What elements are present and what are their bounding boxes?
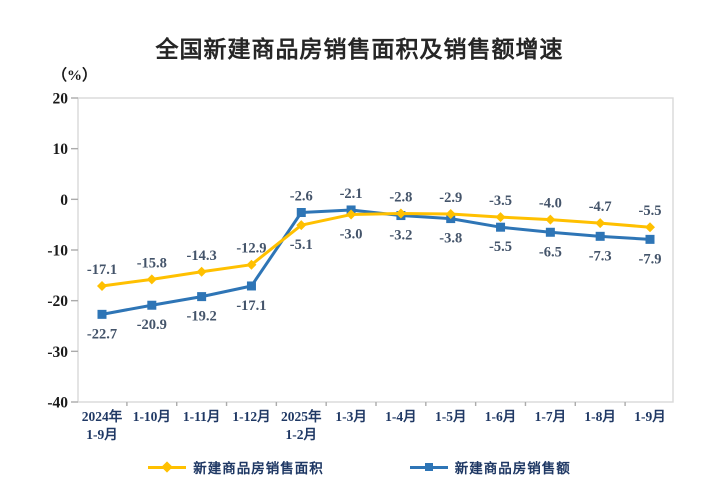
chart-title: 全国新建商品房销售面积及销售额增速 [155, 36, 564, 62]
series-line-sales-value [101, 208, 651, 316]
x-axis-category-label: 2025年 1-2月 [281, 408, 322, 442]
square-marker-icon [595, 231, 605, 241]
diamond-marker-icon [146, 274, 157, 285]
x-axis-category-label: 1-10月 [133, 409, 171, 424]
data-point-label: -14.3 [187, 248, 217, 264]
data-point-label: -4.0 [539, 196, 562, 212]
data-point-label: -2.1 [340, 186, 363, 202]
data-point-label: -5.5 [639, 203, 662, 219]
x-axis-category-label: 1-8月 [584, 409, 616, 424]
data-point-label: -4.7 [589, 199, 612, 215]
diamond-marker-icon [545, 214, 556, 225]
square-marker-icon [424, 463, 433, 471]
x-axis-category-label: 1-3月 [335, 409, 367, 424]
x-axis-category-label: 1-7月 [535, 409, 567, 424]
x-axis-category-label: 1-6月 [485, 409, 517, 424]
x-axis-category-label: 1-5月 [435, 409, 467, 424]
data-point-label: -22.7 [87, 326, 117, 342]
square-marker-icon [97, 309, 107, 319]
diamond-marker-icon [445, 209, 456, 220]
data-point-label: -5.1 [290, 237, 313, 253]
data-point-label: -15.8 [137, 255, 167, 271]
x-axis-category-label: 1-4月 [385, 409, 417, 424]
data-point-label: -2.6 [290, 189, 313, 205]
x-axis-category-label: 1-11月 [183, 409, 221, 424]
square-marker-icon [545, 227, 555, 237]
data-point-label: -7.3 [589, 248, 612, 264]
data-point-label: -2.9 [439, 190, 462, 206]
plot-area-border [77, 97, 674, 403]
data-point-label: -12.9 [236, 241, 266, 257]
chart-legend: 新建商品房销售面积 新建商品房销售额 [0, 457, 719, 477]
diamond-marker-icon [246, 259, 257, 270]
square-marker-icon [246, 281, 256, 291]
y-axis-tick-label: 10 [53, 141, 69, 158]
legend-item-sales-value: 新建商品房销售额 [409, 457, 571, 477]
y-axis-tick-label: -40 [47, 395, 68, 412]
square-marker-icon [197, 292, 207, 302]
series-line-sales-area [101, 212, 651, 288]
x-axis-category-label: 2024年 1-9月 [82, 408, 123, 442]
sales-value-series-swatch [409, 462, 448, 473]
y-axis-tick-label: 0 [60, 192, 68, 209]
legend-item-sales-area: 新建商品房销售面积 [148, 457, 324, 477]
square-marker-icon [147, 300, 157, 310]
diamond-marker-icon [395, 208, 406, 219]
sales-area-series-swatch [148, 461, 187, 473]
data-point-label: -17.1 [87, 262, 117, 278]
diamond-marker-icon [595, 218, 606, 229]
diamond-marker-icon [196, 266, 207, 277]
square-marker-icon [296, 208, 306, 218]
legend-label-sales-value: 新建商品房销售额 [454, 461, 571, 476]
diamond-marker-icon [645, 222, 655, 233]
data-point-label: -19.2 [187, 309, 217, 325]
legend-label-sales-area: 新建商品房销售面积 [193, 461, 324, 476]
y-axis-tick-label: 20 [53, 91, 69, 108]
data-point-label: -7.9 [639, 251, 662, 267]
diamond-marker-icon [495, 212, 506, 223]
x-axis-category-label: 1-12月 [232, 409, 270, 424]
data-point-label: -3.0 [340, 227, 363, 243]
diamond-marker-icon [346, 209, 357, 220]
data-point-label: -20.9 [137, 317, 167, 333]
y-axis-tick-label: -20 [47, 293, 68, 310]
square-marker-icon [645, 234, 655, 244]
data-point-label: -6.5 [539, 244, 562, 260]
square-marker-icon [496, 222, 506, 232]
data-point-label: -17.1 [236, 298, 266, 314]
data-point-label: -3.5 [489, 193, 512, 209]
diamond-marker-icon [296, 220, 307, 231]
diamond-marker-icon [161, 461, 173, 473]
data-point-label: -2.8 [389, 190, 412, 206]
y-axis-tick-label: -10 [47, 243, 68, 260]
y-axis-tick-label: -30 [47, 344, 68, 361]
x-axis-category-label: 1-9月 [634, 409, 666, 424]
data-point-label: -5.5 [489, 239, 512, 255]
line-chart-plot: 20 10 0 -10 -20 -30 -40 2024年 1-9月 1-10月 1-11月 1-12… [47, 91, 674, 442]
data-point-label: -3.8 [439, 231, 462, 247]
data-point-label: -3.2 [389, 228, 412, 244]
diamond-marker-icon [97, 280, 107, 291]
y-axis-unit-label: （%） [52, 68, 98, 84]
